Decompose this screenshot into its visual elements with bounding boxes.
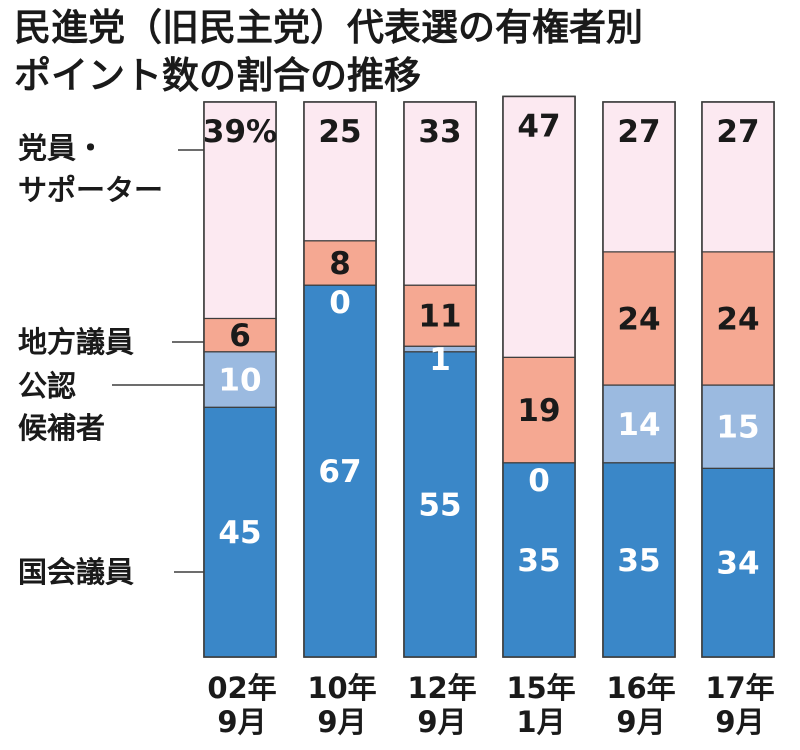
legend-label-member: 党員・ — [18, 131, 105, 165]
data-label-candidate: 1 — [429, 342, 451, 378]
x-tick-label-year: 15年 — [506, 671, 575, 705]
data-label-member: 33 — [418, 114, 461, 150]
data-label-national: 45 — [218, 515, 261, 551]
data-label-local: 19 — [517, 393, 560, 429]
bar-segment-member — [602, 101, 676, 253]
legend-label-candidate: 公認 — [18, 369, 76, 403]
x-tick-label-month: 9月 — [417, 705, 466, 739]
bar-segment-national — [403, 351, 477, 658]
data-label-national: 55 — [418, 487, 461, 523]
bar-segment-local — [701, 251, 775, 386]
chart-title: 民進党（旧民主党）代表選の有権者別 ポイント数の割合の推移 — [14, 4, 643, 100]
data-label-national: 35 — [517, 543, 560, 579]
bar-segment-national — [701, 467, 775, 658]
x-tick-label-year: 10年 — [307, 671, 376, 705]
legend-label-local: 地方議員 — [18, 325, 134, 359]
data-label-member: 27 — [617, 114, 660, 150]
bar-outline — [403, 101, 477, 658]
data-label-member: 39% — [203, 114, 277, 150]
bar-segment-member — [403, 101, 477, 286]
data-label-local: 6 — [229, 318, 251, 354]
data-label-national: 67 — [318, 454, 361, 490]
data-label-local: 24 — [617, 301, 660, 337]
bar-segment-national — [502, 462, 576, 658]
data-label-member: 47 — [517, 108, 560, 144]
x-tick-label-month: 9月 — [616, 705, 665, 739]
legend-label-member: サポーター — [18, 173, 163, 207]
x-tick-label-month: 9月 — [217, 705, 266, 739]
bar-outline — [303, 101, 377, 658]
data-label-candidate: 15 — [716, 410, 759, 446]
bar-outline — [502, 95, 576, 658]
legend-label-candidate: 候補者 — [18, 411, 105, 445]
data-label-local: 8 — [329, 246, 351, 282]
data-label-member: 27 — [716, 114, 759, 150]
data-label-candidate: 14 — [617, 407, 660, 443]
data-label-candidate: 10 — [218, 363, 261, 399]
bar-segment-member — [203, 101, 277, 320]
bar-segment-member — [502, 95, 576, 358]
data-label-national: 35 — [617, 543, 660, 579]
x-tick-label-year: 16年 — [606, 671, 675, 705]
data-label-candidate: 0 — [528, 463, 550, 499]
data-label-member: 25 — [318, 114, 361, 150]
bar-segment-candidate — [602, 384, 676, 464]
x-tick-label-year: 12年 — [407, 671, 476, 705]
x-tick-label-month: 9月 — [715, 705, 764, 739]
x-tick-label-month: 9月 — [317, 705, 366, 739]
x-tick-label-month: 1月 — [516, 705, 565, 739]
data-label-local: 11 — [418, 299, 461, 335]
bar-outline — [701, 101, 775, 658]
chart-title-line-2: ポイント数の割合の推移 — [14, 54, 421, 97]
legend-label-national: 国会議員 — [18, 555, 134, 589]
data-label-local: 24 — [716, 301, 759, 337]
bar-outline — [602, 101, 676, 658]
chart-title-line-1: 民進党（旧民主党）代表選の有権者別 — [14, 6, 643, 49]
data-label-national: 34 — [716, 546, 759, 582]
bar-segment-local — [403, 284, 477, 347]
bar-segment-candidate — [701, 384, 775, 469]
bar-segment-local — [502, 356, 576, 464]
bar-outline — [203, 101, 277, 658]
bar-segment-member — [701, 101, 775, 253]
x-tick-label-year: 17年 — [705, 671, 774, 705]
x-tick-label-year: 02年 — [207, 671, 276, 705]
data-label-candidate: 0 — [329, 285, 351, 321]
